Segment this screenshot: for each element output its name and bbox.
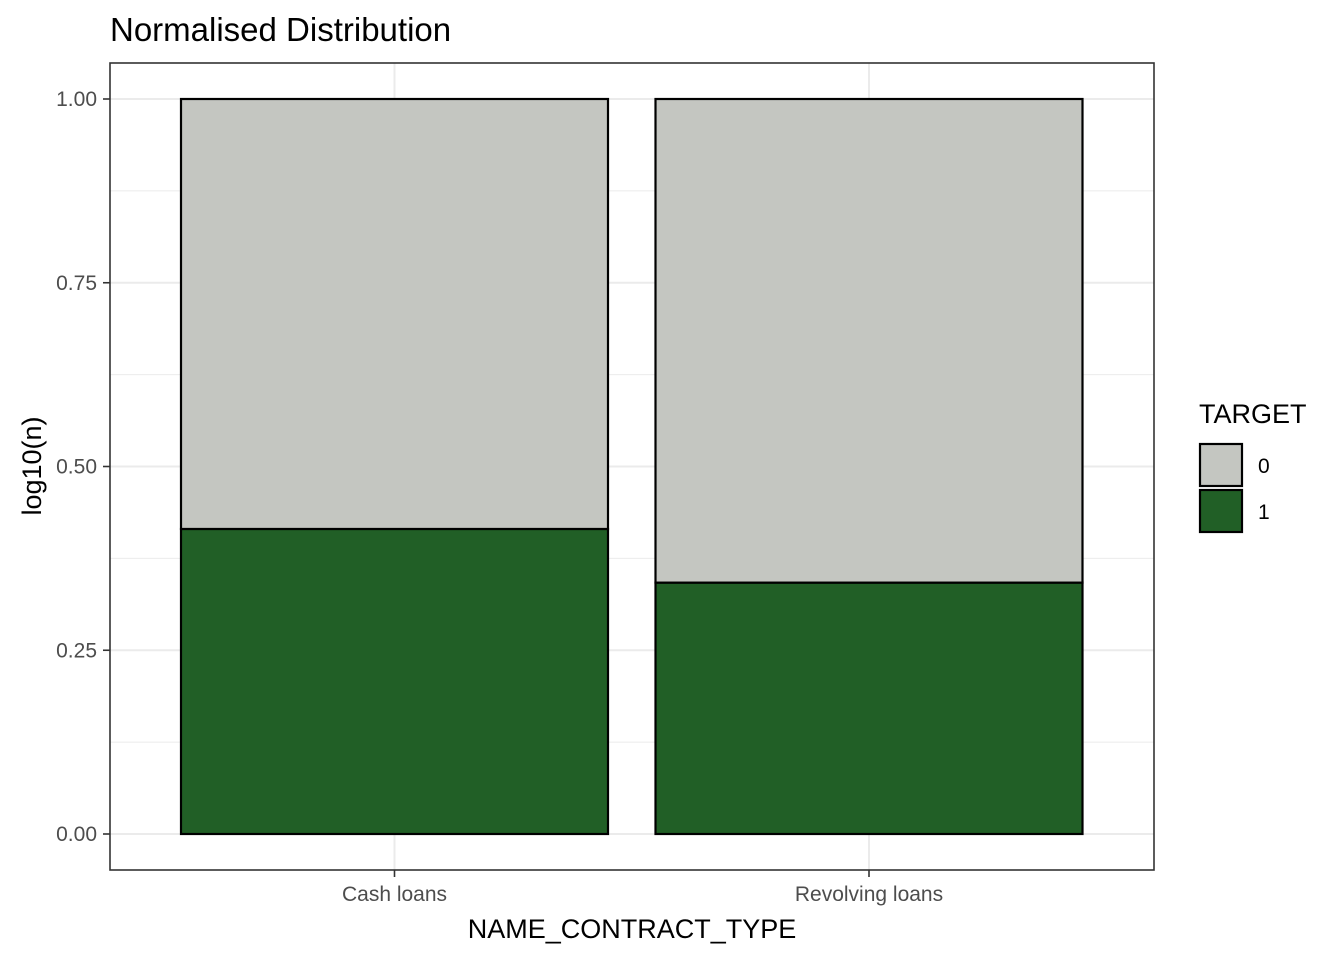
plot-panel bbox=[109, 62, 1155, 871]
bar-segment-target-1 bbox=[654, 581, 1084, 836]
y-tick-label: 0.50 bbox=[56, 456, 97, 479]
bar-segment-target-0 bbox=[654, 97, 1084, 584]
legend-key bbox=[1198, 488, 1244, 534]
y-tick-label: 0.25 bbox=[56, 639, 97, 662]
bars bbox=[179, 97, 1084, 836]
legend-label: 1 bbox=[1258, 501, 1270, 524]
legend: TARGET 0 1 bbox=[1198, 399, 1307, 534]
legend-title: TARGET bbox=[1199, 399, 1307, 429]
bar-segment-target-1 bbox=[179, 527, 610, 836]
y-axis-title: log10(n) bbox=[17, 416, 47, 515]
chart-title: Normalised Distribution bbox=[110, 11, 451, 48]
x-axis-title: NAME_CONTRACT_TYPE bbox=[468, 914, 797, 944]
bar-segment-target-0 bbox=[179, 97, 610, 531]
x-tick-label: Cash loans bbox=[342, 883, 447, 906]
y-tick-label: 1.00 bbox=[56, 88, 97, 111]
legend-key bbox=[1198, 442, 1244, 488]
y-tick-label: 0.75 bbox=[56, 272, 97, 295]
legend-label: 0 bbox=[1258, 455, 1270, 478]
y-tick-label: 0.00 bbox=[56, 823, 97, 846]
x-axis: Cash loans Revolving loans bbox=[342, 870, 943, 906]
x-tick-label: Revolving loans bbox=[795, 883, 943, 906]
y-axis: 0.00 0.25 0.50 0.75 1.00 bbox=[56, 88, 110, 846]
